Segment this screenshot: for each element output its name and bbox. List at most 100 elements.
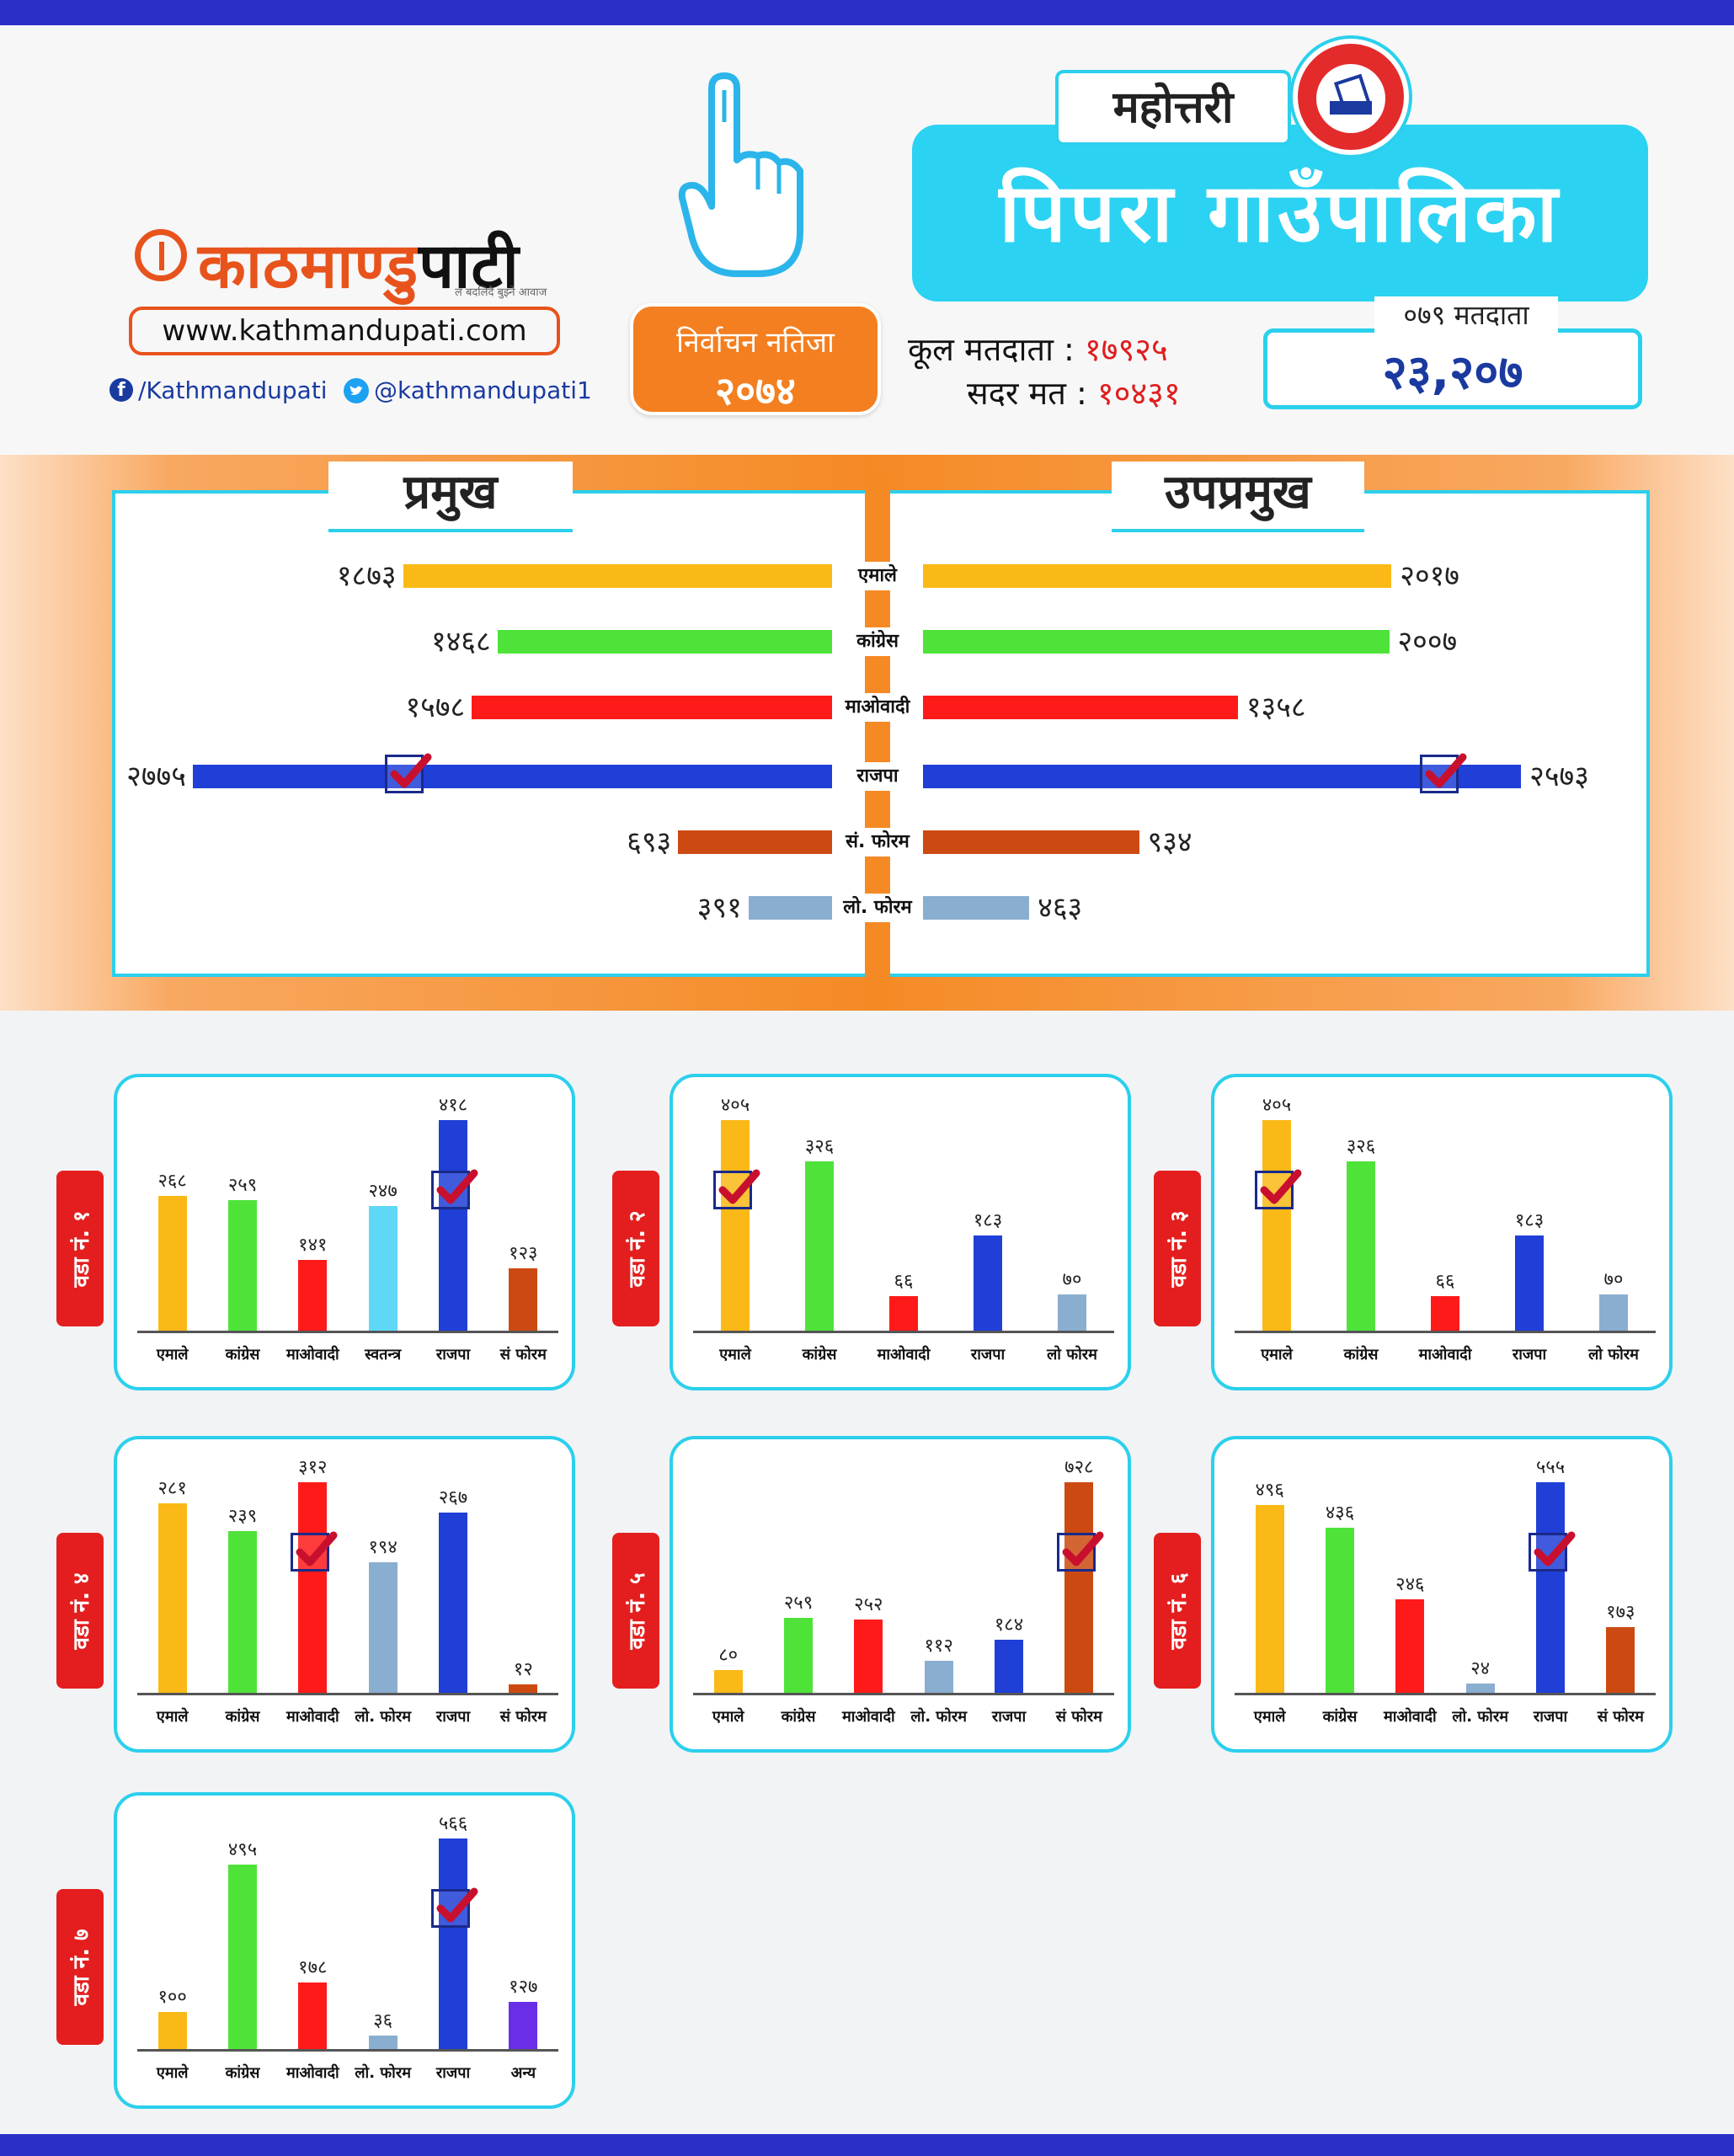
ward-bar	[721, 1120, 750, 1331]
chief-value-label: ३९१	[696, 891, 742, 925]
ward-category-label: राजपा	[435, 1708, 471, 1726]
winner-check-icon	[291, 1531, 338, 1572]
ward-bar	[157, 1502, 187, 1693]
party-label: एमाले	[832, 562, 923, 590]
deputy-value-label: २०१७	[1400, 559, 1459, 593]
ward-category-label: माओवादी	[285, 1708, 339, 1726]
logo-text-part2: पाटी	[419, 230, 520, 302]
ward-category-label: कांग्रेस	[1343, 1346, 1379, 1364]
ward-category-label: माओवादी	[1418, 1346, 1472, 1364]
chief-bar	[403, 564, 840, 588]
deputy-header: उपप्रमुख	[1112, 462, 1364, 532]
chief-header: प्रमुख	[328, 462, 573, 532]
comparison-divider	[865, 472, 890, 1011]
ward-value-label: २५९	[783, 1593, 814, 1614]
total-voters: कूल मतदाता : १७९२५	[908, 327, 1168, 371]
winner-check-icon	[431, 1887, 478, 1928]
ward-bar	[784, 1618, 813, 1693]
ward-bar	[1058, 1294, 1086, 1331]
deputy-value-label: २००७	[1397, 625, 1458, 659]
ward-category-label: अन्य	[510, 2064, 536, 2082]
ward-category-label: एमाले	[156, 1346, 189, 1364]
ward-value-label: ४०५	[1262, 1095, 1292, 1116]
ward-value-label: ३१२	[298, 1457, 328, 1478]
ward-category-label: कांग्रेस	[225, 1346, 260, 1364]
ward-category-label: माओवादी	[877, 1346, 931, 1364]
ward-bar	[1465, 1684, 1495, 1693]
ward-value-label: ८०	[718, 1644, 739, 1666]
ward-bar	[854, 1620, 883, 1693]
ward-value-label: ५५५	[1535, 1457, 1566, 1478]
ward-category-label: राजपा	[435, 2064, 471, 2082]
twitter-handle[interactable]: @kathmandupati1	[374, 376, 592, 404]
valid-votes: सदर मत : १०४३१	[967, 371, 1181, 414]
ward-bar	[298, 1983, 328, 2049]
facebook-handle[interactable]: /Kathmandupati	[138, 376, 328, 404]
ward-value-label: १८३	[973, 1210, 1003, 1232]
ward-value-label: १२	[513, 1659, 533, 1681]
deputy-value-label: १३५८	[1246, 691, 1306, 724]
ward-baseline	[1235, 1331, 1656, 1333]
ward-category-label: सं फोरम	[1055, 1708, 1102, 1726]
ward-chart-card	[1211, 1436, 1673, 1753]
logo: काठमाण्डुपाटी	[198, 221, 520, 306]
ward-value-label: २५९	[227, 1175, 258, 1197]
chief-value-label: ६९३	[627, 825, 672, 859]
winner-check-icon	[1529, 1531, 1576, 1572]
deputy-bar	[921, 896, 1030, 920]
ward-bar	[805, 1161, 834, 1331]
ward-bar	[1536, 1482, 1565, 1693]
facebook-icon[interactable]: f	[109, 378, 133, 402]
logo-icon	[135, 229, 187, 281]
ward-value-label: २४	[1470, 1658, 1491, 1680]
ward-chart-card	[670, 1436, 1131, 1753]
ward-bar	[1515, 1235, 1544, 1331]
deputy-value-label: ४६३	[1038, 891, 1083, 925]
ward-chart-card	[114, 1792, 575, 2109]
ward-value-label: ११२	[924, 1635, 953, 1657]
ward-value-label: ३२६	[804, 1135, 835, 1157]
ward-chart-card	[114, 1436, 575, 1753]
deputy-bar	[921, 696, 1238, 719]
ward-category-label: राजपा	[1533, 1708, 1568, 1726]
ward-label: वडा नं. १	[69, 1209, 94, 1288]
ward-bar	[509, 1684, 538, 1693]
ward-category-label: लो. फोरम	[355, 2064, 411, 2082]
ward-category-label: माओवादी	[285, 2064, 339, 2082]
ward-bar	[974, 1235, 1002, 1331]
voters-079-value: २३,२०७	[1382, 345, 1523, 400]
ward-tab: वडा नं. ५	[612, 1533, 659, 1689]
ward-baseline	[137, 2049, 558, 2052]
ward-category-label: लो. फोरम	[1452, 1708, 1508, 1726]
ward-category-label: कांग्रेस	[781, 1708, 816, 1726]
ward-tab: वडा नं. ६	[1154, 1533, 1201, 1689]
ward-value-label: ७०	[1062, 1268, 1082, 1290]
ward-bar	[1347, 1161, 1375, 1331]
chief-value-label: १५७८	[405, 691, 466, 724]
ward-bar	[509, 1268, 538, 1331]
district-name: महोत्तरी	[1055, 70, 1291, 146]
ward-value-label: ३६	[373, 2010, 393, 2032]
ward-category-label: एमाले	[156, 2064, 189, 2082]
ward-bar	[1606, 1627, 1635, 1693]
website-link[interactable]: www.kathmandupati.com	[129, 307, 560, 355]
ward-bar	[368, 1561, 397, 1693]
ward-category-label: कांग्रेस	[225, 2064, 260, 2082]
ward-bar	[368, 1206, 397, 1331]
ward-value-label: ६६	[1435, 1271, 1455, 1293]
ward-value-label: ४९६	[1255, 1479, 1284, 1501]
twitter-icon[interactable]	[344, 378, 369, 403]
winner-check-icon	[1255, 1169, 1302, 1209]
ward-value-label: २६७	[438, 1487, 468, 1509]
chief-bar	[748, 896, 840, 920]
party-label: कांग्रेस	[832, 627, 923, 656]
ward-bar	[1255, 1504, 1284, 1693]
ward-bar	[157, 1195, 187, 1331]
ward-value-label: ७२८	[1064, 1457, 1094, 1478]
ward-value-label: २६८	[157, 1170, 187, 1192]
ward-baseline	[693, 1331, 1114, 1333]
ward-bar	[439, 1120, 467, 1331]
voters-079-box	[1263, 328, 1642, 409]
ward-tab: वडा नं. ३	[1154, 1171, 1201, 1326]
ward-label: वडा नं. ३	[1166, 1209, 1192, 1288]
